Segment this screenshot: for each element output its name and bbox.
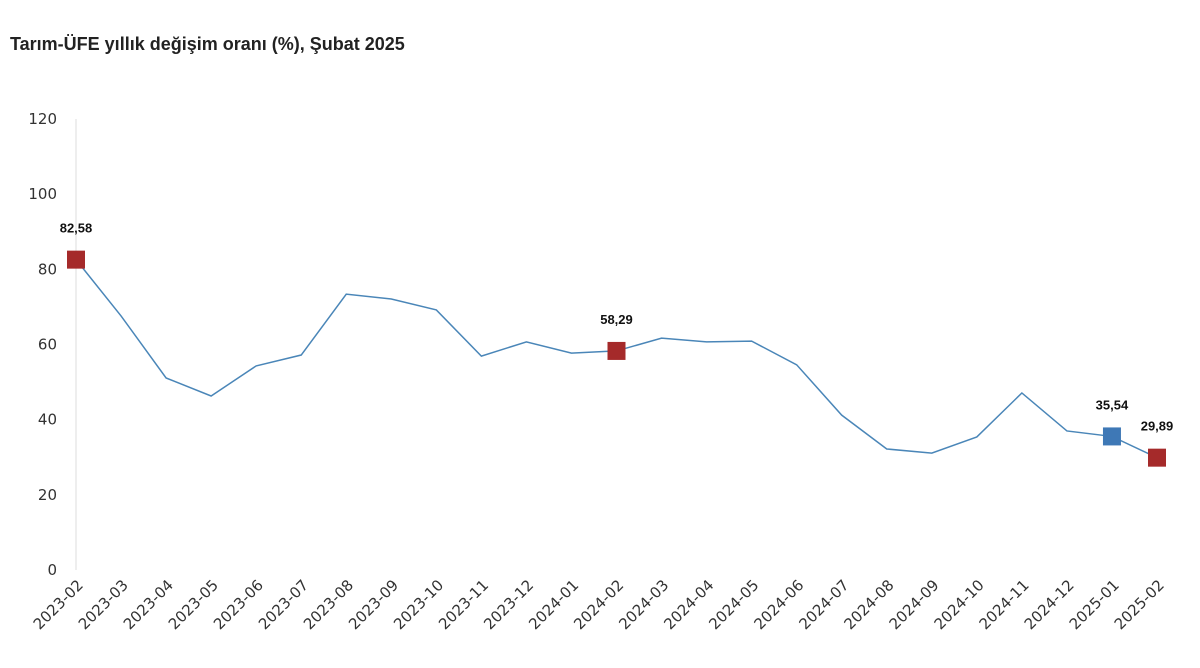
data-marker <box>607 341 626 360</box>
data-marker <box>67 250 85 269</box>
y-tick-label: 100 <box>28 185 57 203</box>
data-label: 35,54 <box>1096 397 1129 412</box>
data-label: 82,58 <box>60 221 93 236</box>
y-tick-label: 40 <box>38 411 57 429</box>
data-label: 29,89 <box>1141 419 1174 434</box>
y-tick-label: 20 <box>38 486 57 504</box>
data-label: 58,29 <box>600 312 633 327</box>
y-tick-label: 0 <box>47 561 57 579</box>
y-tick-label: 60 <box>38 336 57 354</box>
y-tick-label: 80 <box>38 260 57 278</box>
x-tick-label: 2025-02 <box>1111 576 1168 633</box>
data-marker <box>1148 448 1166 467</box>
chart-title: Tarım-ÜFE yıllık değişim oranı (%), Şuba… <box>10 34 405 54</box>
data-marker <box>1102 427 1121 446</box>
y-tick-label: 120 <box>28 110 57 128</box>
